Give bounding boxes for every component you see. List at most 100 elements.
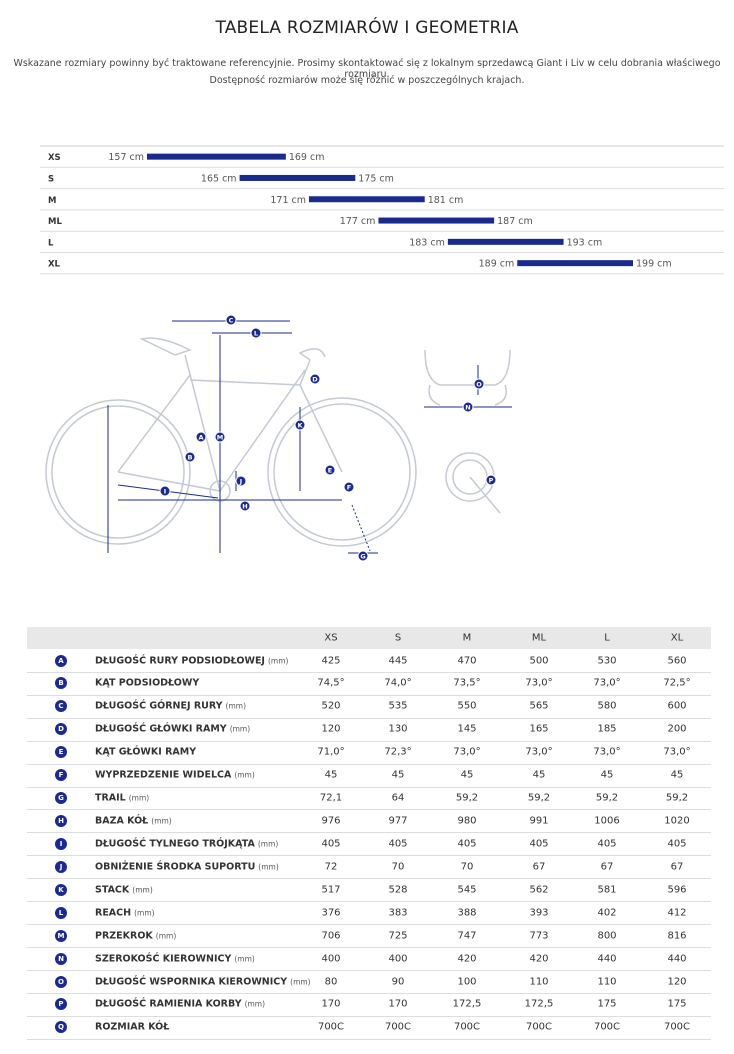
page-title: TABELA ROZMIARÓW I GEOMETRIA (215, 18, 519, 38)
row-badge: K (55, 883, 67, 896)
parameter-text: PRZEKROK (95, 930, 153, 942)
value-cell: 110 (529, 976, 549, 988)
parameter-name: TRAIL (mm) (95, 793, 149, 804)
diagram-letter: C (229, 317, 234, 325)
value-cell: 500 (529, 655, 549, 666)
max-height-label: 187 cm (497, 216, 533, 227)
value-cell: 100 (457, 976, 477, 988)
unit: (mm) (225, 701, 246, 711)
size-label: ML (48, 217, 62, 227)
value-cell: 73,0° (525, 746, 553, 758)
value-cell: 74,5° (317, 677, 345, 689)
size-label: XS (48, 153, 61, 163)
value-cell: 700C (593, 1021, 621, 1033)
value-cell: 580 (597, 700, 617, 712)
value-cell: 45 (391, 769, 405, 781)
diagram-badge (485, 474, 497, 486)
unit: (mm) (257, 839, 279, 849)
row-badge: A (55, 654, 67, 667)
value-cell: 700C (453, 1021, 481, 1033)
size-range-bar (147, 153, 286, 160)
value-cell: 977 (388, 815, 408, 827)
value-cell: 976 (321, 815, 341, 827)
diagram-badge (184, 451, 196, 463)
diagram-badge (309, 373, 321, 385)
row-badge: H (55, 815, 67, 827)
parameter-name: KĄT PODSIODŁOWY (95, 678, 199, 689)
column-header: XL (670, 632, 684, 644)
diagram-badge (235, 475, 247, 487)
value-cell: 72,5° (663, 677, 691, 689)
value-cell: 45 (532, 769, 546, 781)
row-border (27, 969, 711, 971)
value-cell: 64 (391, 792, 405, 804)
diagram-letter: D (312, 376, 318, 384)
row-border (27, 671, 711, 673)
unit: (mm) (234, 770, 255, 780)
value-cell: 70 (391, 861, 405, 873)
diagram-letter: B (188, 454, 193, 462)
parameter-text: SZEROKOŚĆ KIEROWNICY (95, 953, 232, 965)
row-badge: O (55, 975, 67, 988)
parameter-text: DŁUGOŚĆ TYLNEGO TRÓJKĄTA (95, 838, 255, 850)
value-cell: 517 (321, 884, 341, 896)
diagram-badge (324, 464, 336, 476)
value-cell: 165 (529, 723, 549, 735)
diagram-badge (159, 485, 171, 497)
row-border (27, 924, 711, 926)
parameter-name: KĄT GŁÓWKI RAMY (95, 747, 196, 758)
unit: (mm) (151, 816, 172, 826)
diagram-letter: H (242, 503, 247, 511)
row-border (27, 1015, 711, 1017)
size-label: S (48, 174, 54, 184)
row-border (27, 740, 711, 742)
diagram-badge (294, 419, 306, 431)
parameter-name: DŁUGOŚĆ RURY PODSIODŁOWEJ (mm) (95, 655, 288, 666)
size-range-bar (239, 174, 356, 181)
min-height-label: 165 cm (201, 173, 237, 184)
parameter-text: WYPRZEDZENIE WIDELCA (95, 769, 232, 781)
min-height-label: 183 cm (409, 237, 445, 248)
max-height-label: 169 cm (289, 152, 325, 163)
value-cell: 59,2 (527, 792, 551, 804)
diagram-badge (225, 314, 237, 326)
value-cell: 67 (600, 861, 614, 873)
value-cell: 393 (529, 907, 549, 919)
value-cell: 400 (321, 953, 341, 965)
diagram-badge (214, 431, 226, 443)
parameter-name: STACK (mm) (95, 884, 153, 895)
row-badge: E (55, 746, 67, 759)
value-cell: 72 (324, 861, 338, 873)
value-cell: 376 (321, 907, 341, 919)
value-cell: 80 (324, 976, 338, 988)
row-border (27, 694, 711, 696)
parameter-text: DŁUGOŚĆ RURY PODSIODŁOWEJ (95, 655, 265, 666)
row-border (27, 809, 711, 811)
unit: (mm) (244, 999, 266, 1009)
unit: (mm) (234, 954, 255, 964)
size-range-bar (447, 238, 564, 245)
row-badge: F (55, 769, 67, 782)
diagram-badge (343, 481, 355, 493)
row-badge: P (55, 998, 67, 1011)
column-header: S (394, 632, 402, 644)
value-cell: 405 (529, 838, 549, 850)
row-border (27, 1038, 711, 1040)
row-badge: G (55, 792, 67, 805)
value-cell: 528 (388, 884, 408, 896)
diagram-letter: K (297, 422, 303, 430)
value-cell: 405 (388, 838, 408, 850)
parameter-text: KĄT GŁÓWKI RAMY (95, 746, 197, 758)
parameter-name: BAZA KÓŁ (mm) (95, 816, 172, 827)
max-height-label: 181 cm (428, 195, 464, 206)
value-cell: 405 (457, 838, 477, 850)
row-badge: L (55, 906, 67, 919)
size-range-bar (309, 196, 425, 203)
parameter-name: DŁUGOŚĆ GÓRNEJ RURY (mm) (95, 701, 246, 712)
diagram-badge (250, 327, 262, 339)
parameter-name: OBNIŻENIE ŚRODKA SUPORTU (mm) (95, 861, 279, 872)
parameter-name: SZEROKOŚĆ KIEROWNICY (mm) (95, 953, 255, 964)
diagram-letter: O (476, 381, 482, 389)
value-cell: 73,0° (593, 677, 621, 689)
